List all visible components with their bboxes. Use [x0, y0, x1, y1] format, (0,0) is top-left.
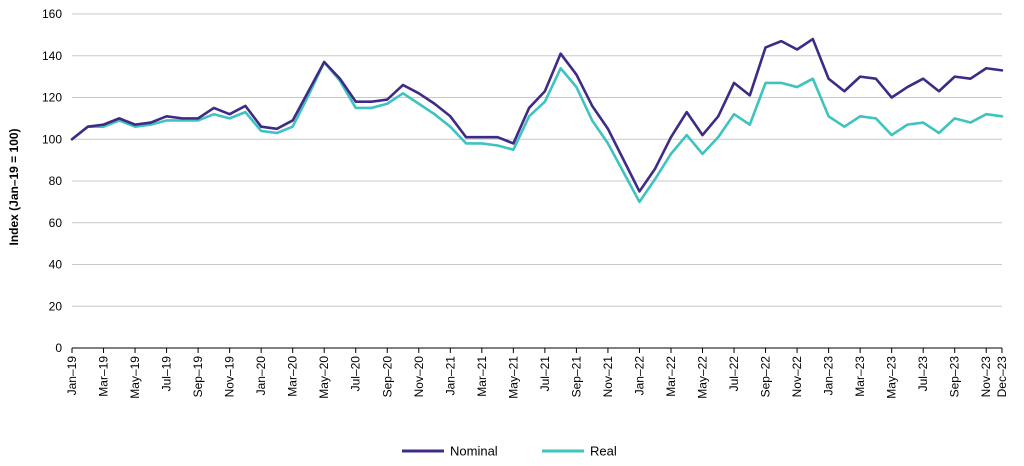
legend-label-real: Real: [590, 444, 617, 459]
x-tick-label: Jul–21: [538, 356, 552, 392]
y-tick-label: 140: [42, 49, 62, 63]
x-tick-label: Jul–20: [349, 356, 363, 392]
x-tick-label: May–23: [885, 356, 899, 399]
x-tick-label: Jul–19: [160, 356, 174, 392]
x-tick-label: Jan–23: [822, 356, 836, 396]
series-lines: [70, 37, 1004, 204]
x-tick-label: Nov–20: [412, 356, 426, 398]
series-line-real: [70, 60, 1004, 204]
y-tick-label: 20: [49, 299, 63, 313]
x-tick-label: May–19: [128, 356, 142, 399]
x-tick-label: Mar–23: [853, 356, 867, 397]
legend-label-nominal: Nominal: [450, 444, 498, 459]
y-tick-label: 0: [55, 341, 62, 355]
x-tick-label: Mar–22: [664, 356, 678, 397]
x-tick-label: Dec–23: [995, 356, 1009, 398]
x-tick-label: Sep–22: [759, 356, 773, 398]
x-tick-label: Jul–23: [916, 356, 930, 392]
y-tick-label: 60: [49, 216, 63, 230]
x-tick-label: Nov–19: [223, 356, 237, 398]
x-axis-ticks: Jan–19 Mar–19 May–19 Jul–19 Sep–19 Nov–19 Jan–…: [65, 348, 1009, 399]
x-tick-label: Nov–22: [790, 356, 804, 398]
x-tick-label: Jan–22: [632, 356, 646, 396]
series-line-nominal: [70, 37, 1004, 193]
x-tick-label: Sep–19: [191, 356, 205, 398]
x-tick-label: May–22: [696, 356, 710, 399]
gridlines: [72, 13, 1002, 307]
y-tick-label: 100: [42, 132, 62, 146]
x-tick-label: Jul–22: [727, 356, 741, 392]
x-tick-label: Mar–19: [97, 356, 111, 397]
x-tick-label: Mar–20: [286, 356, 300, 397]
y-tick-label: 160: [42, 7, 62, 21]
y-tick-label: 120: [42, 91, 62, 105]
legend: Nominal Real: [402, 444, 617, 459]
x-tick-label: May–21: [506, 356, 520, 399]
x-tick-label: Nov–23: [979, 356, 993, 398]
x-tick-label: Sep–21: [569, 356, 583, 398]
y-tick-label: 40: [49, 258, 63, 272]
x-tick-label: Nov–21: [601, 356, 615, 398]
y-axis-title: Index (Jan–19 = 100): [7, 128, 21, 245]
x-tick-label: May–20: [317, 356, 331, 399]
y-tick-label: 80: [49, 174, 63, 188]
x-tick-label: Jan–19: [65, 356, 79, 396]
y-axis-ticks: 0 20 40 60 80 100 120 140 160: [42, 7, 62, 355]
x-tick-label: Sep–23: [948, 356, 962, 398]
x-tick-label: Mar–21: [475, 356, 489, 397]
x-tick-label: Jan–20: [254, 356, 268, 396]
x-tick-label: Sep–20: [380, 356, 394, 398]
x-tick-label: Jan–21: [443, 356, 457, 396]
